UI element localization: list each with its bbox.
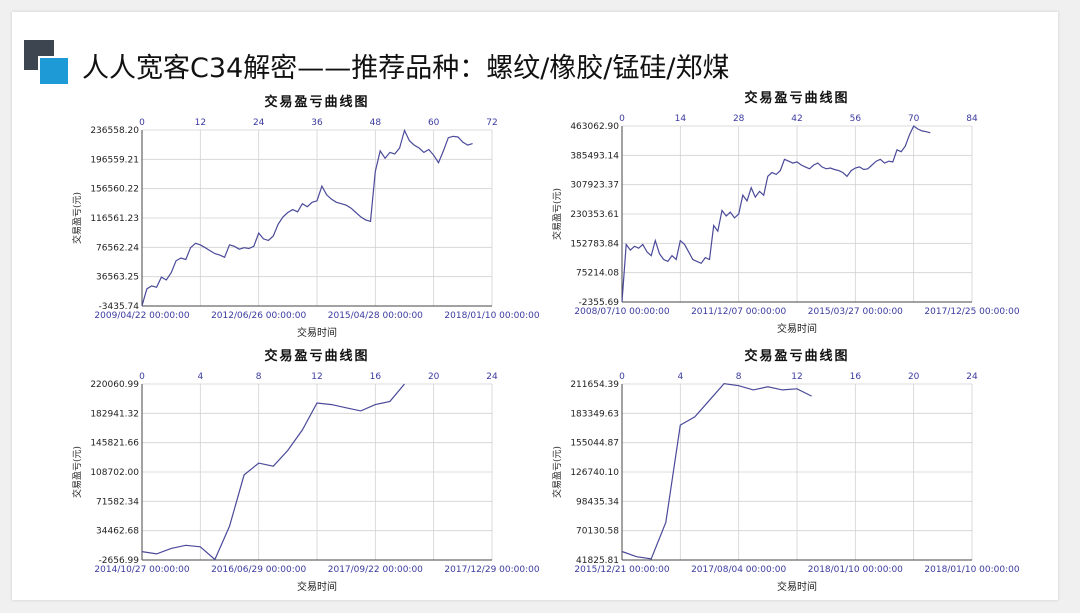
date-tick-label: 2015/12/21 00:00:00 <box>574 565 669 575</box>
y-tick-label: 182941.32 <box>90 409 139 419</box>
y-tick-label: 126740.10 <box>570 468 619 478</box>
top-tick-label: 42 <box>791 114 802 124</box>
y-tick-label: 152783.84 <box>570 239 619 249</box>
top-tick-label: 8 <box>736 372 742 382</box>
y-tick-label: -2656.99 <box>99 556 140 566</box>
y-tick-label: 108702.00 <box>90 468 139 478</box>
y-tick-label: 156560.22 <box>90 185 139 195</box>
top-tick-label: 70 <box>908 114 920 124</box>
top-tick-label: 24 <box>253 118 265 128</box>
y-tick-label: 34462.68 <box>96 527 139 537</box>
top-tick-label: 20 <box>908 372 920 382</box>
y-axis-label: 交易盈亏(元) <box>551 446 563 498</box>
top-tick-label: 56 <box>850 114 862 124</box>
date-tick-label: 2011/12/07 00:00:00 <box>691 307 786 317</box>
y-tick-label: -2355.69 <box>579 298 620 308</box>
top-tick-label: 24 <box>966 372 978 382</box>
y-tick-label: 183349.63 <box>570 409 619 419</box>
date-tick-label: 2015/04/28 00:00:00 <box>328 311 423 321</box>
top-tick-label: 72 <box>486 118 497 128</box>
y-tick-label: 463062.90 <box>570 122 619 132</box>
top-tick-label: 20 <box>428 372 440 382</box>
chart-pnl-2: 交易盈亏曲线图 463062.90 385493.14 307923.37 230353… <box>551 90 1020 335</box>
date-tick-label: 2017/12/29 00:00:00 <box>444 565 539 575</box>
y-tick-label: 76562.24 <box>96 243 139 253</box>
chart-title: 交易盈亏曲线图 <box>744 348 849 364</box>
date-tick-label: 2017/09/22 00:00:00 <box>328 565 423 575</box>
date-tick-label: 2017/12/25 00:00:00 <box>924 307 1019 317</box>
y-tick-label: 71582.34 <box>96 497 139 507</box>
top-tick-label: 8 <box>256 372 262 382</box>
x-axis-label: 交易时间 <box>297 580 337 593</box>
top-tick-label: 14 <box>675 114 687 124</box>
date-tick-label: 2008/07/10 00:00:00 <box>574 307 669 317</box>
date-tick-label: 2018/01/10 00:00:00 <box>924 565 1019 575</box>
y-tick-label: 36563.25 <box>96 273 139 283</box>
y-tick-label: 307923.37 <box>570 181 619 191</box>
date-tick-label: 2015/03/27 00:00:00 <box>808 307 903 317</box>
series-line <box>141 383 405 561</box>
x-axis-label: 交易时间 <box>297 326 337 339</box>
top-tick-label: 4 <box>677 372 683 382</box>
y-tick-label: 196559.21 <box>90 155 139 165</box>
chart-pnl-3: 交易盈亏曲线图 220060.99 182941.32 145821.66 108702… <box>71 348 540 593</box>
top-tick-label: 0 <box>619 372 625 382</box>
top-tick-label: 36 <box>311 118 323 128</box>
y-tick-label: 145821.66 <box>90 439 139 449</box>
date-tick-label: 2016/06/29 00:00:00 <box>211 565 306 575</box>
top-tick-label: 4 <box>197 372 203 382</box>
y-axis-label: 交易盈亏(元) <box>71 192 83 244</box>
y-tick-label: 116561.23 <box>90 214 139 224</box>
chart-title: 交易盈亏曲线图 <box>264 348 369 364</box>
series-line <box>621 125 931 302</box>
y-tick-label: 155044.87 <box>570 439 619 449</box>
series-line <box>621 382 812 560</box>
date-tick-label: 2009/04/22 00:00:00 <box>94 311 189 321</box>
series-line <box>141 128 473 306</box>
y-tick-label: -3435.74 <box>99 302 140 312</box>
date-tick-label: 2017/08/04 00:00:00 <box>691 565 786 575</box>
date-tick-label: 2014/10/27 00:00:00 <box>94 565 189 575</box>
x-axis-label: 交易时间 <box>777 580 817 593</box>
y-tick-label: 211654.39 <box>570 380 619 390</box>
top-tick-label: 84 <box>966 114 978 124</box>
top-tick-label: 16 <box>370 372 382 382</box>
y-tick-label: 385493.14 <box>570 151 619 161</box>
top-tick-label: 16 <box>850 372 862 382</box>
page-title: 人人宽客C34解密——推荐品种：螺纹/橡胶/锰硅/郑煤 <box>82 53 730 84</box>
y-tick-label: 220060.99 <box>90 380 139 390</box>
y-tick-label: 230353.61 <box>570 210 619 220</box>
x-axis-label: 交易时间 <box>777 322 817 335</box>
chart-title: 交易盈亏曲线图 <box>264 94 369 110</box>
top-tick-label: 48 <box>370 118 382 128</box>
date-tick-label: 2018/01/10 00:00:00 <box>444 311 539 321</box>
top-tick-label: 0 <box>619 114 625 124</box>
top-tick-label: 0 <box>139 372 145 382</box>
top-tick-label: 24 <box>486 372 498 382</box>
top-tick-label: 0 <box>139 118 145 128</box>
top-tick-label: 12 <box>195 118 206 128</box>
top-tick-label: 12 <box>311 372 322 382</box>
chart-pnl-1: 交易盈亏曲线图 236558.20 196559.21 156560.22 116561… <box>71 94 540 339</box>
top-tick-label: 28 <box>733 114 745 124</box>
logo-icon <box>24 40 70 86</box>
y-axis-label: 交易盈亏(元) <box>71 446 83 498</box>
y-tick-label: 75214.08 <box>576 269 619 279</box>
top-tick-label: 12 <box>791 372 802 382</box>
y-tick-label: 236558.20 <box>90 126 139 136</box>
date-tick-label: 2018/01/10 00:00:00 <box>808 565 903 575</box>
chart-pnl-4: 交易盈亏曲线图 211654.39 183349.63 155044.87 126740… <box>551 348 1020 593</box>
chart-title: 交易盈亏曲线图 <box>744 90 849 106</box>
y-tick-label: 70130.58 <box>576 527 619 537</box>
date-tick-label: 2012/06/26 00:00:00 <box>211 311 306 321</box>
y-tick-label: 41825.81 <box>576 556 619 566</box>
y-axis-label: 交易盈亏(元) <box>551 188 563 240</box>
y-tick-label: 98435.34 <box>576 497 619 507</box>
top-tick-label: 60 <box>428 118 440 128</box>
